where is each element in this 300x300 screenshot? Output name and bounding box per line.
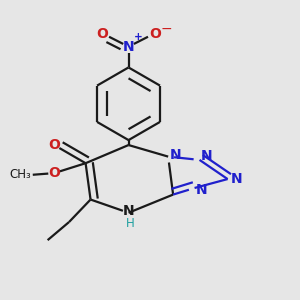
Text: +: +: [134, 32, 142, 42]
Text: O: O: [48, 166, 60, 180]
Text: N: N: [123, 40, 134, 54]
Text: O: O: [149, 27, 161, 41]
Text: N: N: [196, 183, 208, 196]
Text: N: N: [123, 204, 134, 218]
Text: O: O: [48, 138, 60, 152]
Text: N: N: [201, 149, 213, 163]
Text: −: −: [160, 22, 172, 36]
Text: H: H: [126, 217, 135, 230]
Text: O: O: [96, 27, 108, 41]
Text: N: N: [170, 148, 182, 162]
Text: CH₃: CH₃: [9, 168, 31, 181]
Text: N: N: [231, 172, 242, 186]
